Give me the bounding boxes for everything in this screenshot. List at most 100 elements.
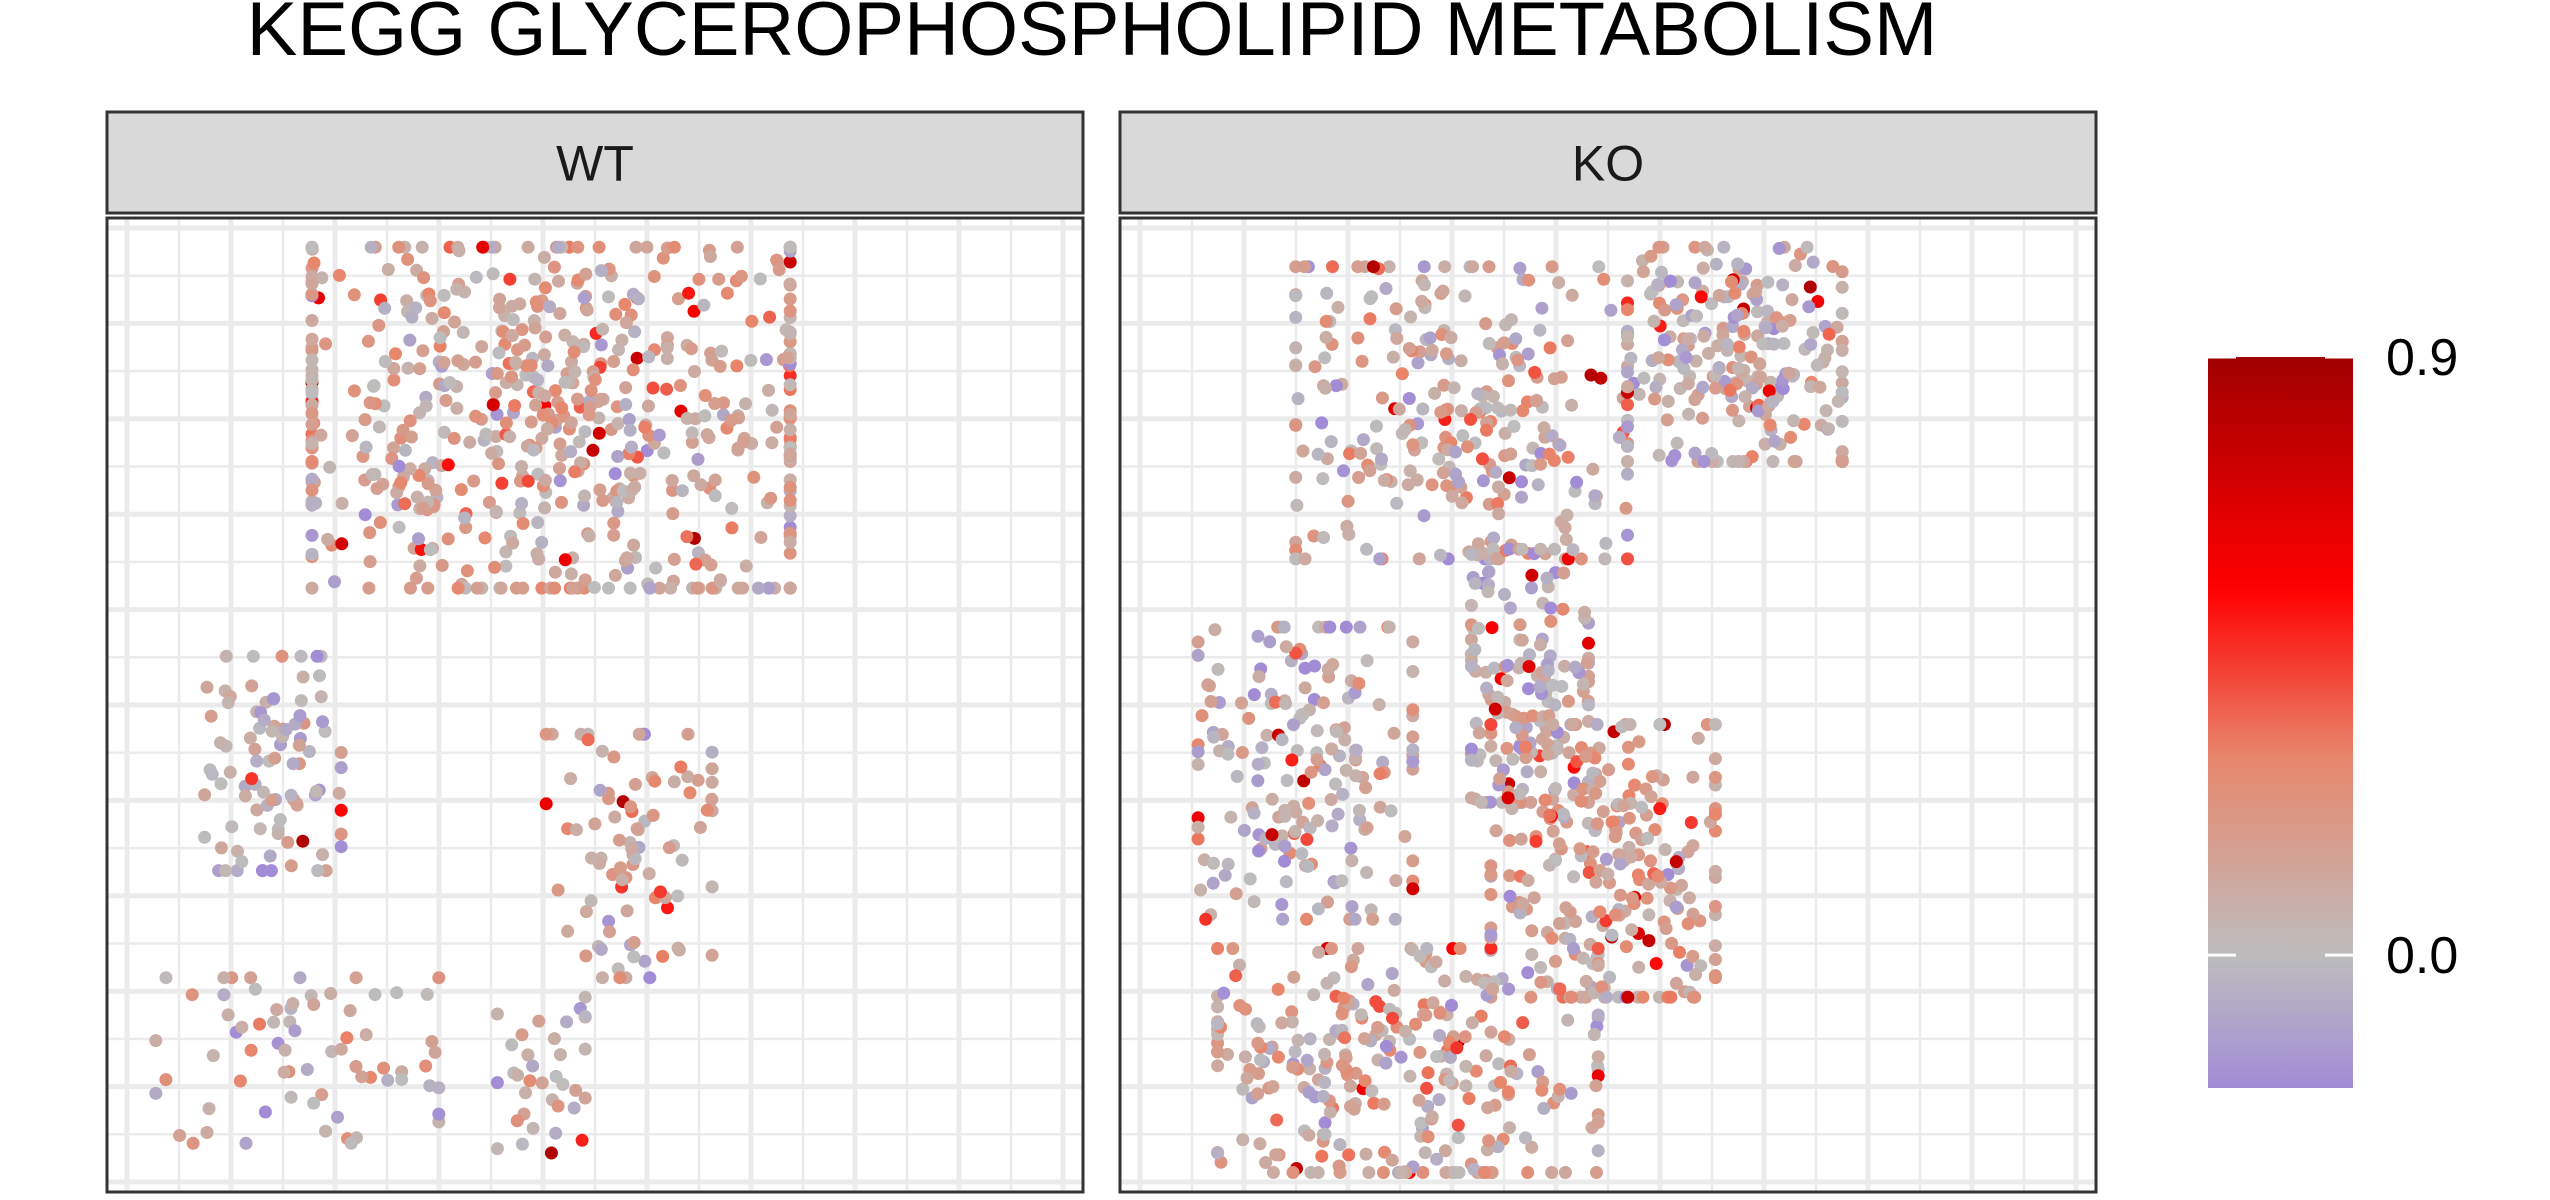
data-point bbox=[516, 581, 530, 595]
data-point bbox=[1544, 601, 1558, 615]
data-point bbox=[1661, 394, 1675, 408]
data-point bbox=[1708, 953, 1722, 966]
data-point bbox=[1515, 542, 1529, 556]
data-point bbox=[511, 1068, 525, 1082]
data-point bbox=[1276, 912, 1290, 926]
data-point bbox=[1401, 478, 1415, 492]
data-point bbox=[394, 476, 408, 490]
data-point bbox=[270, 1003, 284, 1017]
data-point bbox=[409, 301, 423, 315]
data-point bbox=[419, 1059, 433, 1073]
data-point bbox=[1464, 598, 1478, 612]
data-point bbox=[1768, 434, 1782, 448]
data-point bbox=[691, 452, 705, 466]
color-legend: 0.9 0.0 bbox=[2208, 329, 2458, 1088]
data-point bbox=[1207, 856, 1220, 870]
data-point bbox=[1251, 1087, 1265, 1101]
data-point bbox=[1455, 496, 1469, 510]
data-point bbox=[1195, 709, 1209, 723]
data-point bbox=[1271, 982, 1285, 996]
data-point bbox=[1447, 381, 1461, 395]
data-point bbox=[398, 497, 412, 511]
data-point bbox=[613, 971, 627, 985]
data-point bbox=[403, 462, 417, 476]
data-point bbox=[1349, 769, 1363, 783]
data-point bbox=[1705, 297, 1718, 311]
data-point bbox=[1636, 265, 1650, 279]
data-point bbox=[377, 1061, 391, 1075]
data-point bbox=[529, 398, 543, 412]
panel-border bbox=[105, 216, 1085, 1194]
data-point bbox=[185, 988, 199, 1002]
data-point bbox=[602, 914, 616, 928]
data-point bbox=[1675, 878, 1688, 892]
data-point bbox=[1688, 393, 1702, 407]
data-point bbox=[1708, 770, 1722, 784]
data-point bbox=[1318, 1047, 1331, 1061]
data-point bbox=[619, 398, 633, 411]
data-point bbox=[713, 573, 727, 587]
data-point bbox=[1697, 455, 1711, 468]
data-point bbox=[602, 290, 615, 304]
data-point bbox=[1498, 587, 1511, 601]
data-point bbox=[202, 1102, 216, 1116]
data-point bbox=[401, 252, 415, 266]
data-point bbox=[607, 355, 621, 368]
data-point bbox=[1697, 329, 1711, 343]
data-point bbox=[523, 1074, 537, 1088]
data-point bbox=[421, 581, 435, 595]
data-point bbox=[200, 1126, 214, 1139]
data-point bbox=[305, 373, 319, 387]
data-point bbox=[1810, 358, 1824, 372]
data-point bbox=[1444, 331, 1458, 345]
data-point bbox=[1414, 1116, 1428, 1130]
data-point bbox=[437, 306, 451, 320]
data-point bbox=[763, 310, 777, 324]
data-point bbox=[1492, 1057, 1506, 1071]
data-point bbox=[1218, 868, 1232, 882]
data-point bbox=[1537, 1101, 1551, 1115]
data-point bbox=[1269, 1148, 1283, 1162]
data-point bbox=[638, 954, 652, 968]
data-point bbox=[425, 1035, 439, 1048]
data-point bbox=[1574, 990, 1588, 1004]
data-point bbox=[1621, 398, 1634, 412]
data-point bbox=[691, 773, 705, 787]
data-point bbox=[305, 528, 319, 542]
data-point bbox=[1621, 420, 1634, 434]
data-point bbox=[1751, 305, 1764, 319]
data-point bbox=[1513, 618, 1527, 632]
data-point bbox=[1642, 934, 1656, 948]
data-point bbox=[664, 581, 678, 595]
data-point bbox=[1591, 1069, 1605, 1083]
data-point bbox=[294, 649, 308, 663]
data-point bbox=[1586, 845, 1600, 859]
data-point bbox=[1458, 1030, 1472, 1044]
data-point bbox=[1598, 552, 1612, 566]
data-point bbox=[594, 264, 608, 278]
data-point bbox=[572, 435, 586, 449]
data-point bbox=[620, 904, 634, 918]
data-point bbox=[273, 813, 287, 827]
data-point bbox=[1237, 823, 1251, 837]
data-point bbox=[1648, 392, 1662, 406]
data-point bbox=[1425, 343, 1439, 357]
data-point bbox=[646, 381, 660, 395]
data-point bbox=[355, 1070, 369, 1084]
data-point bbox=[1474, 795, 1488, 809]
data-point bbox=[565, 355, 578, 369]
data-point bbox=[1604, 303, 1618, 317]
data-point bbox=[1567, 870, 1581, 884]
data-point bbox=[536, 408, 550, 422]
data-point bbox=[1362, 1166, 1376, 1179]
data-point bbox=[521, 240, 535, 254]
data-point bbox=[478, 531, 492, 545]
data-point bbox=[435, 558, 449, 572]
data-point bbox=[643, 581, 657, 595]
data-point bbox=[492, 457, 505, 471]
data-point bbox=[1509, 721, 1523, 735]
data-point bbox=[1591, 1008, 1605, 1022]
data-point bbox=[1452, 475, 1465, 489]
data-point bbox=[519, 1086, 532, 1100]
data-point bbox=[368, 467, 382, 481]
